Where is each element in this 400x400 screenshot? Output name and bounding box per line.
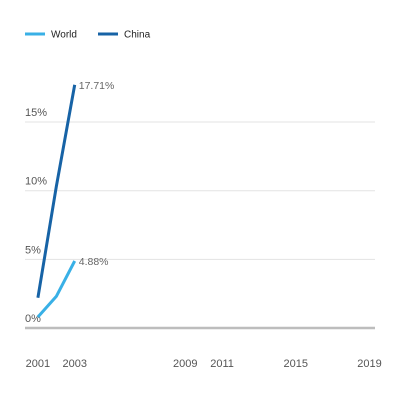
x-tick-label: 2003 <box>62 358 86 370</box>
y-axis: 0%5%10%15% <box>25 107 47 325</box>
series-line-world <box>36 260 77 318</box>
data-labels: 4.88% 17.71% <box>79 80 115 268</box>
legend-label-china: China <box>124 30 151 41</box>
y-tick-label: 5% <box>25 244 41 256</box>
x-tick-label: 2009 <box>173 358 197 370</box>
y-tick-label: 15% <box>25 107 47 119</box>
y-tick-label: 10% <box>25 176 47 188</box>
x-axis: 2001 2003 2009 2011 2015 2019 <box>26 358 382 370</box>
legend-label-world: World <box>51 30 77 41</box>
x-tick-label: 2011 <box>210 358 234 370</box>
x-tick-label: 2001 <box>26 358 50 370</box>
series-line-china <box>36 84 77 299</box>
grid-lines <box>25 121 375 330</box>
data-label-world: 4.88% <box>79 256 109 268</box>
x-tick-label: 2015 <box>284 358 308 370</box>
x-tick-label: 2019 <box>357 358 381 370</box>
legend: World China <box>25 30 151 41</box>
series-lines <box>36 84 77 318</box>
data-label-china: 17.71% <box>79 80 115 92</box>
